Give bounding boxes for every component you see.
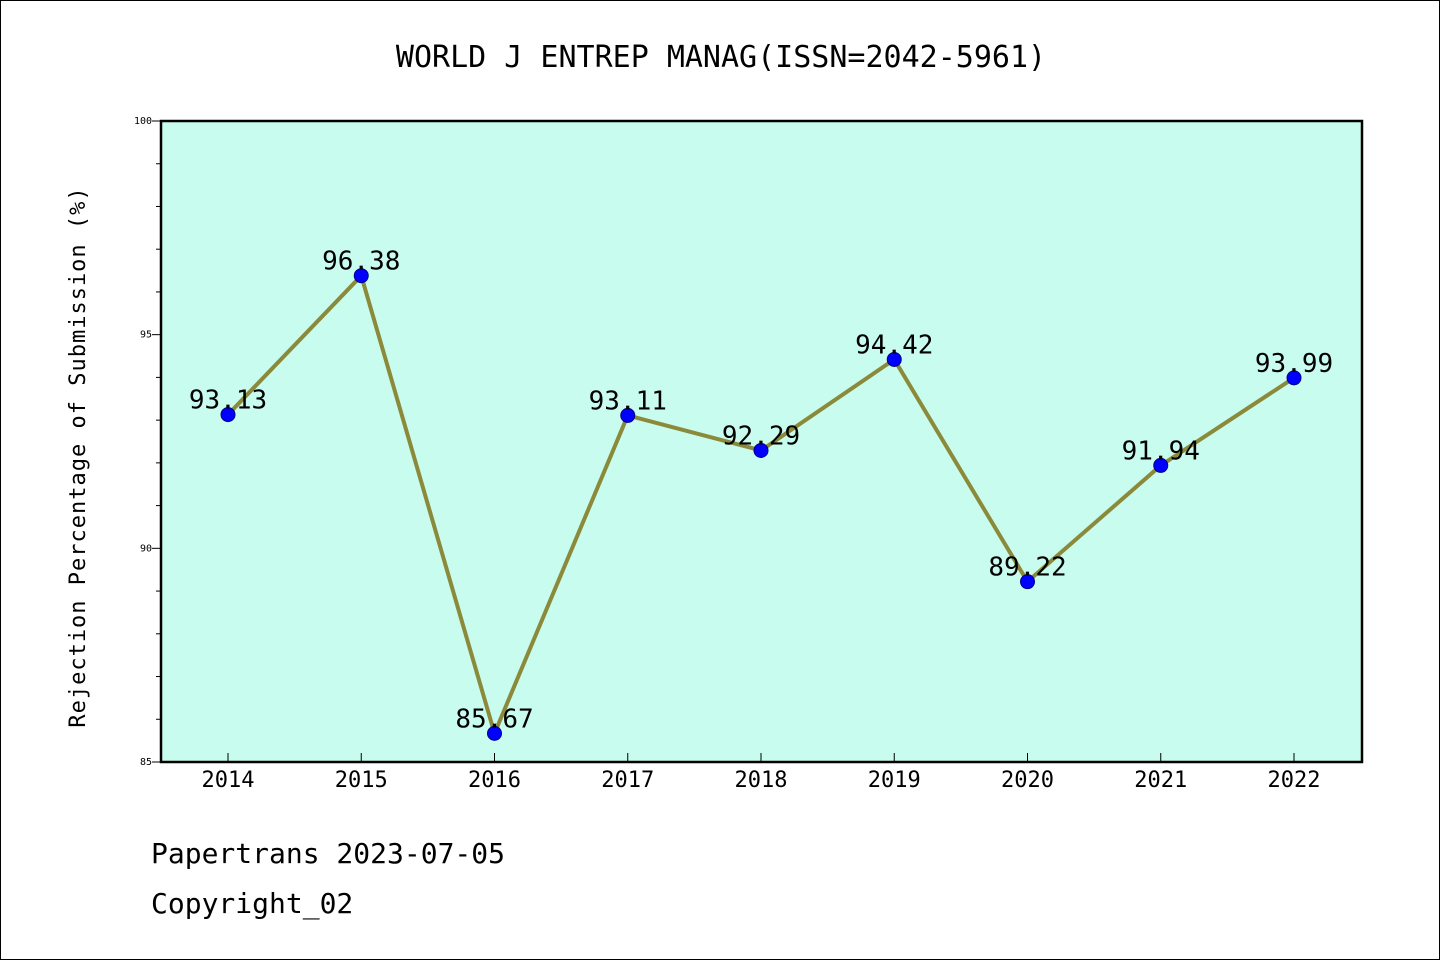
y-tick-label: 85 bbox=[140, 757, 152, 768]
x-tick-label: 2016 bbox=[468, 768, 521, 793]
x-tick-label: 2020 bbox=[1001, 768, 1054, 793]
x-axis: 2014 2015 2016 2017 2018 2019 2020 2021 2022 bbox=[202, 753, 1321, 793]
x-tick-label: 2022 bbox=[1268, 768, 1321, 793]
data-label: 96.38 bbox=[322, 247, 400, 277]
x-tick-label: 2018 bbox=[735, 768, 788, 793]
x-tick-label: 2021 bbox=[1134, 768, 1187, 793]
data-point bbox=[1153, 457, 1169, 473]
x-tick-label: 2014 bbox=[202, 768, 255, 793]
data-point bbox=[487, 725, 502, 741]
data-label: 93.99 bbox=[1255, 349, 1333, 379]
data-label: 91.94 bbox=[1122, 436, 1200, 466]
x-tick-label: 2017 bbox=[601, 768, 654, 793]
data-point bbox=[353, 268, 369, 284]
data-point bbox=[886, 351, 902, 367]
x-tick-label: 2015 bbox=[335, 768, 388, 793]
x-tick-label: 2019 bbox=[868, 768, 921, 793]
data-label: 85.67 bbox=[455, 704, 533, 734]
data-point bbox=[1286, 370, 1302, 386]
data-point bbox=[620, 407, 636, 423]
y-tick-label: 90 bbox=[140, 543, 152, 554]
data-labels-group: 93.13 96.38 85.67 93.11 92.29 94.42 89.22 91.94… bbox=[189, 247, 1333, 735]
data-point bbox=[220, 407, 236, 423]
plot-area bbox=[159, 119, 1364, 764]
data-label: 93.11 bbox=[589, 386, 667, 416]
y-tick-label: 95 bbox=[140, 330, 152, 341]
footer-copyright: Copyright_02 bbox=[151, 887, 354, 920]
data-label: 93.13 bbox=[189, 386, 267, 416]
data-label: 94.42 bbox=[855, 330, 933, 360]
series-group bbox=[220, 268, 1302, 741]
data-label: 92.29 bbox=[722, 421, 800, 451]
footer-date: Papertrans 2023-07-05 bbox=[151, 837, 506, 870]
data-label: 89.22 bbox=[988, 553, 1066, 583]
chart-title: WORLD J ENTREP MANAG(ISSN=2042-5961) bbox=[396, 40, 1046, 75]
data-point bbox=[1020, 574, 1035, 590]
y-axis: 85 90 95 100 bbox=[134, 116, 161, 768]
data-point bbox=[753, 442, 769, 458]
y-tick-label: 100 bbox=[134, 116, 152, 127]
y-axis-label: Rejection Percentage of Submission (%) bbox=[66, 186, 91, 727]
